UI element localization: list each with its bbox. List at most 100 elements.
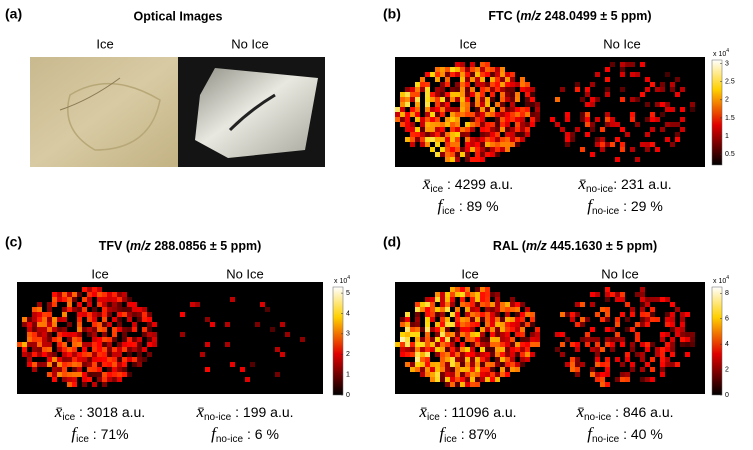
- stat-subscript: no-ice: [204, 412, 232, 423]
- pixel: [525, 107, 530, 112]
- pixel: [480, 152, 485, 157]
- pixel: [395, 117, 400, 122]
- pixel: [650, 297, 655, 302]
- pixel: [147, 337, 152, 342]
- pixel: [97, 367, 102, 372]
- pixel: [420, 352, 425, 357]
- pixel: [665, 102, 670, 107]
- pixel: [112, 307, 117, 312]
- pixel: [112, 347, 117, 352]
- pixel: [132, 362, 137, 367]
- pixel: [650, 307, 655, 312]
- pixel: [445, 137, 450, 142]
- pixel: [87, 332, 92, 337]
- pixel: [475, 367, 480, 372]
- pixel: [77, 322, 82, 327]
- pixel: [460, 357, 465, 362]
- pixel: [485, 342, 490, 347]
- pixel: [400, 97, 405, 102]
- pixel: [460, 92, 465, 97]
- pixel: [112, 297, 117, 302]
- pixel: [520, 302, 525, 307]
- pixel: [565, 137, 570, 142]
- pixel: [595, 357, 600, 362]
- title-rest: 445.1630 ± 5 ppm): [547, 239, 657, 253]
- pixel: [480, 377, 485, 382]
- stat: fno-ice : 29 %: [587, 196, 663, 217]
- stat-symbol: x̄: [575, 402, 584, 421]
- pixel: [52, 297, 57, 302]
- pixel: [680, 87, 685, 92]
- pixel: [530, 87, 535, 92]
- pixel: [180, 332, 185, 337]
- pixel: [490, 312, 495, 317]
- pixel: [675, 92, 680, 97]
- pixel: [92, 322, 97, 327]
- pixel: [600, 372, 605, 377]
- pixel: [515, 322, 520, 327]
- pixel: [485, 112, 490, 117]
- pixel: [415, 137, 420, 142]
- stat-value: : 4299 a.u.: [443, 176, 513, 192]
- column-label: Ice: [96, 36, 113, 51]
- pixel: [445, 82, 450, 87]
- pixel: [425, 122, 430, 127]
- pixel: [470, 332, 475, 337]
- pixel: [515, 137, 520, 142]
- pixel: [112, 352, 117, 357]
- pixel: [475, 92, 480, 97]
- pixel: [605, 312, 610, 317]
- pixel: [147, 317, 152, 322]
- pixel: [500, 72, 505, 77]
- pixel: [82, 357, 87, 362]
- pixel: [415, 82, 420, 87]
- pixel: [510, 92, 515, 97]
- pixel: [420, 132, 425, 137]
- pixel: [435, 87, 440, 92]
- pixel: [107, 352, 112, 357]
- pixel: [485, 302, 490, 307]
- pixel: [630, 362, 635, 367]
- pixel: [87, 372, 92, 377]
- pixel: [505, 92, 510, 97]
- pixel: [450, 362, 455, 367]
- pixel: [42, 352, 47, 357]
- pixel: [425, 297, 430, 302]
- pixel: [47, 362, 52, 367]
- pixel: [87, 352, 92, 357]
- pixel: [47, 332, 52, 337]
- pixel: [505, 302, 510, 307]
- stat-value: : 87%: [457, 426, 497, 442]
- pixel: [505, 367, 510, 372]
- pixel: [435, 152, 440, 157]
- pixel: [560, 87, 565, 92]
- pixel: [520, 132, 525, 137]
- pixel: [455, 157, 460, 162]
- pixel: [475, 332, 480, 337]
- pixel: [490, 132, 495, 137]
- pixel: [400, 352, 405, 357]
- pixel: [505, 77, 510, 82]
- pixel: [480, 357, 485, 362]
- pixel: [455, 82, 460, 87]
- pixel: [470, 362, 475, 367]
- pixel: [565, 132, 570, 137]
- pixel: [510, 87, 515, 92]
- pixel: [505, 97, 510, 102]
- pixel: [440, 97, 445, 102]
- pixel: [27, 357, 32, 362]
- pixel: [137, 347, 142, 352]
- pixel: [455, 62, 460, 67]
- pixel: [410, 142, 415, 147]
- pixel: [485, 352, 490, 357]
- pixel: [77, 337, 82, 342]
- pixel: [490, 322, 495, 327]
- pixel: [445, 362, 450, 367]
- pixel: [490, 302, 495, 307]
- pixel: [490, 362, 495, 367]
- pixel: [510, 97, 515, 102]
- pixel: [102, 382, 107, 387]
- pixel: [205, 367, 210, 372]
- pixel: [495, 312, 500, 317]
- pixel: [505, 107, 510, 112]
